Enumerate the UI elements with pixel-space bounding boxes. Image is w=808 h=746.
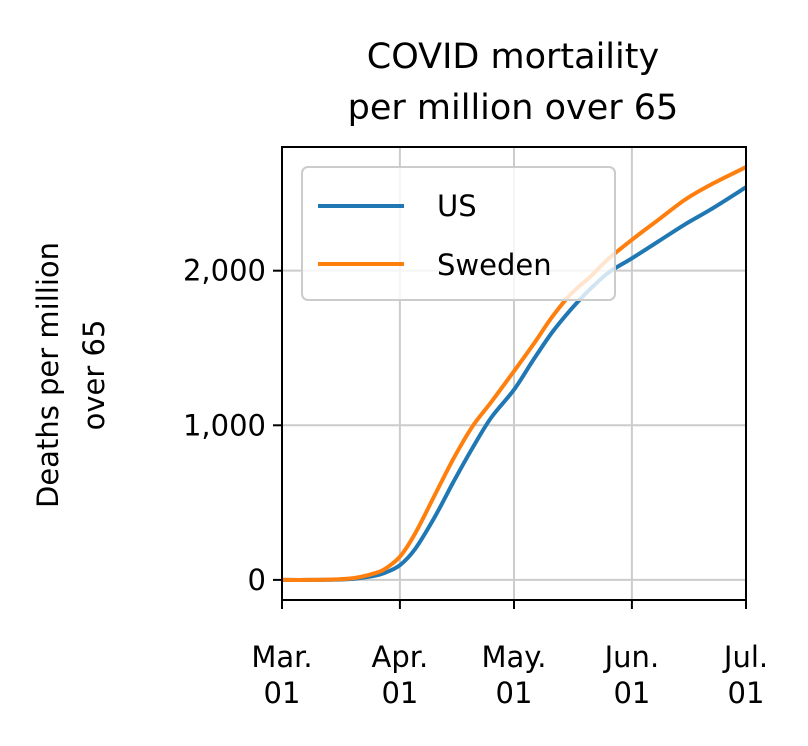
x-tick-label-month: Mar.	[251, 640, 312, 674]
x-tick-label-month: Apr.	[372, 640, 429, 674]
x-tick-label-month: Jul.	[722, 640, 768, 674]
x-tick-label-day: 01	[381, 676, 418, 710]
x-tick-label-day: 01	[496, 676, 533, 710]
legend-label-us: US	[437, 189, 477, 223]
x-tick-label-day: 01	[264, 676, 301, 710]
y-axis-label-line-1: Deaths per million	[31, 242, 65, 508]
tick-layer: Mar.01Apr.01May.01Jun.01Jul.0101,0002,00…	[183, 254, 768, 710]
legend-box	[301, 166, 616, 301]
x-tick-label-day: 01	[728, 676, 765, 710]
y-axis-label-line-2: over 65	[77, 320, 111, 431]
y-tick-label: 0	[248, 563, 266, 597]
chart-title-line-1: COVID mortaility	[367, 37, 659, 77]
x-tick-label-month: Jun.	[603, 640, 660, 674]
series-line-sweden	[281, 165, 747, 582]
series-layer	[281, 165, 748, 582]
x-tick-label-day: 01	[613, 676, 650, 710]
y-tick-label: 2,000	[183, 254, 266, 288]
y-tick-label: 1,000	[183, 408, 266, 442]
legend: US Sweden	[301, 166, 616, 301]
x-tick-label-month: May.	[481, 640, 546, 674]
legend-label-sweden: Sweden	[437, 248, 552, 282]
chart-title-line-2: per million over 65	[348, 88, 679, 128]
